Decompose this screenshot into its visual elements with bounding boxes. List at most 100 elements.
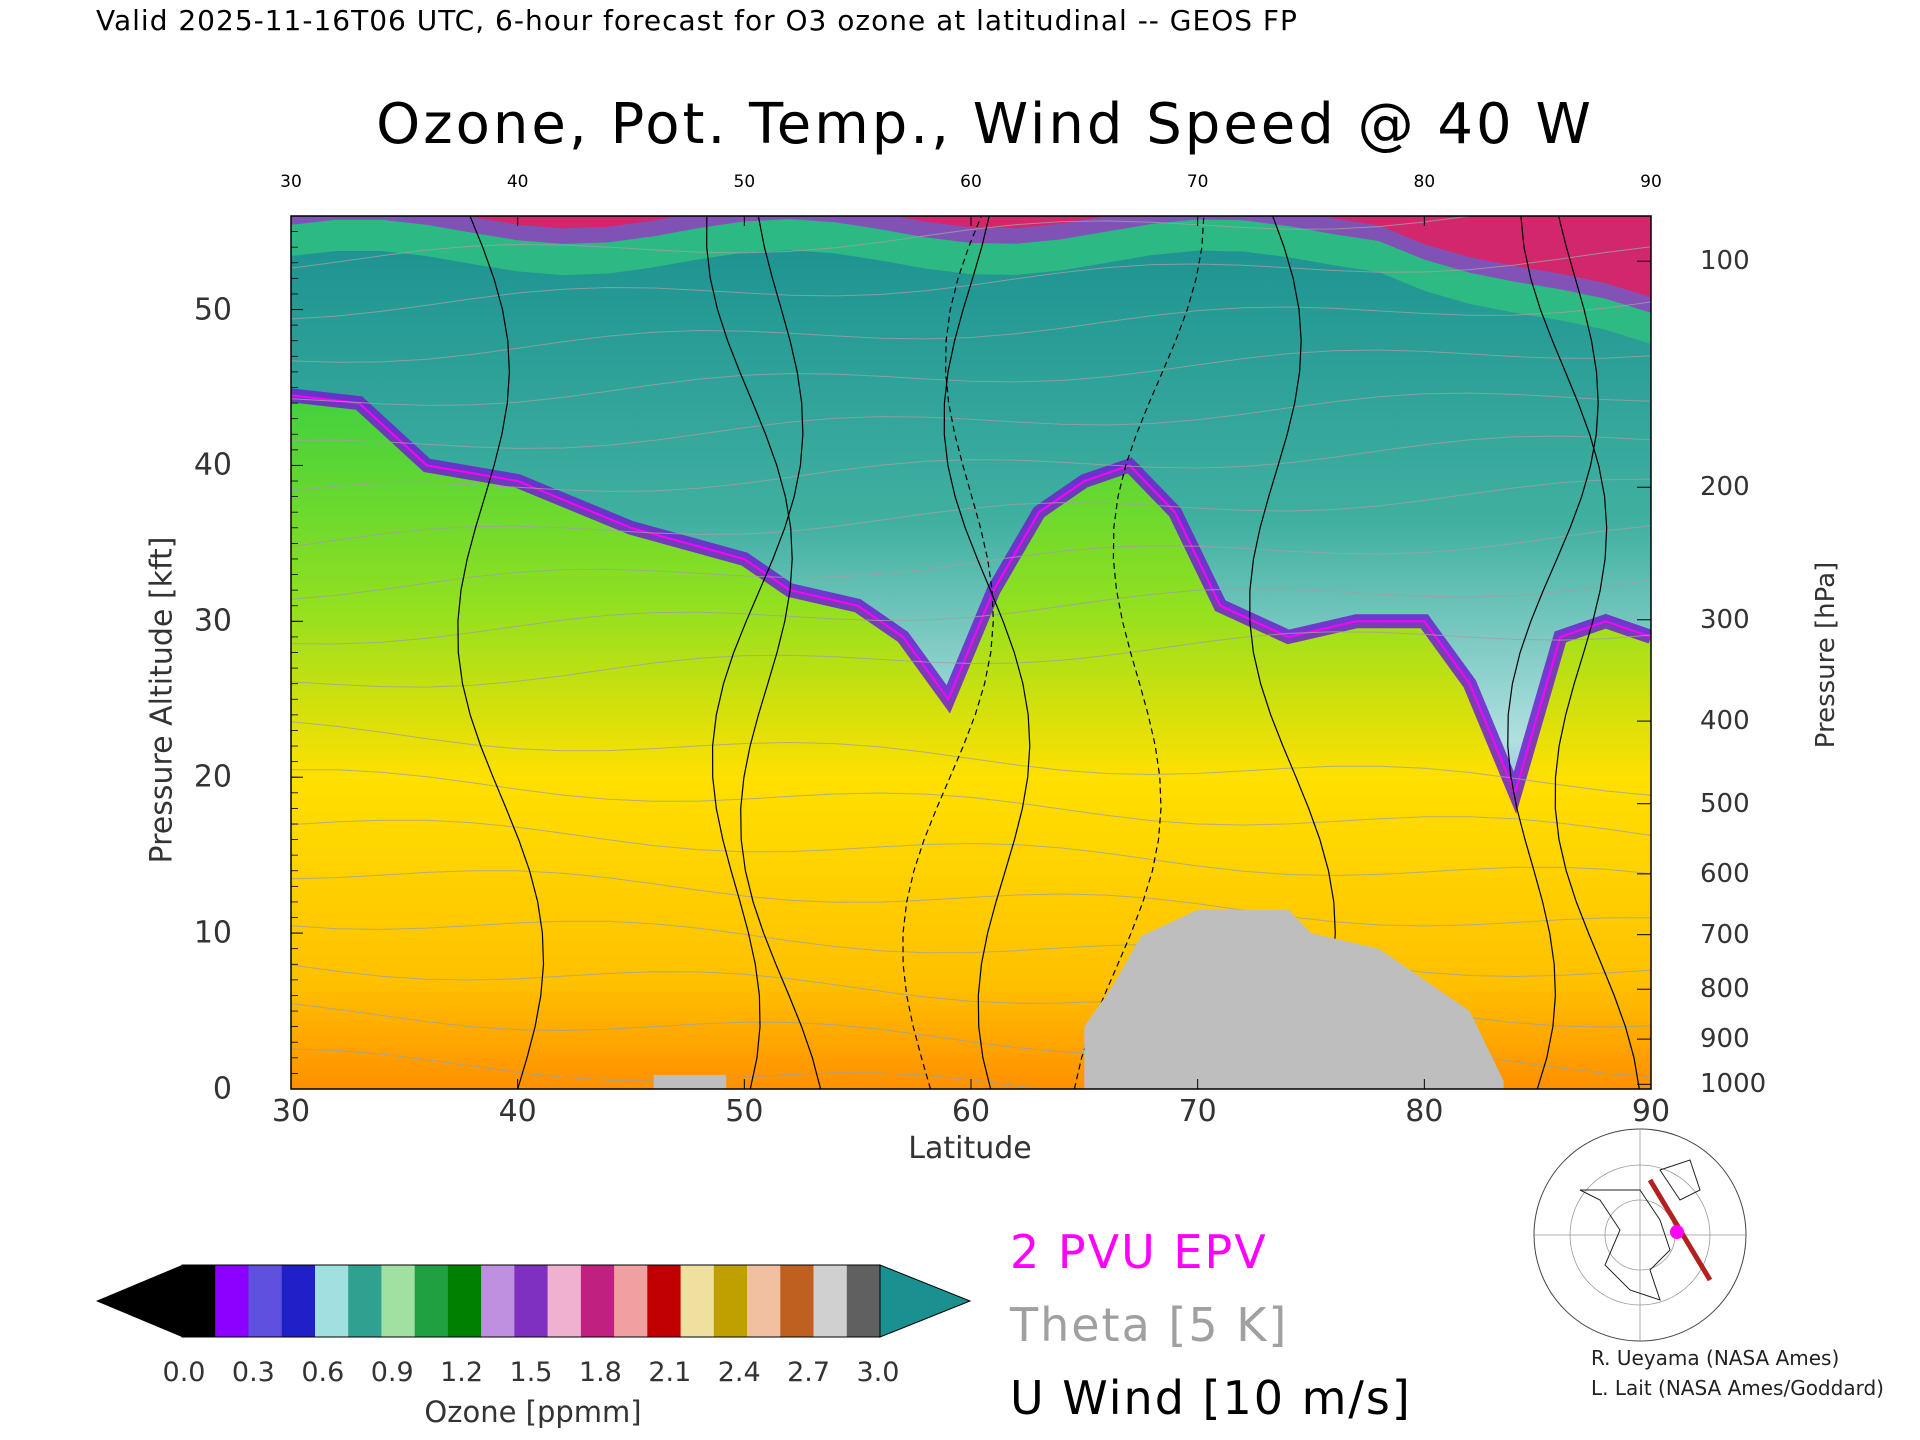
colorbar-swatch bbox=[447, 1265, 482, 1337]
x-tick-label-top: 80 bbox=[1413, 172, 1436, 192]
theta-contour bbox=[291, 349, 1651, 406]
colorbar-swatch bbox=[381, 1265, 416, 1337]
chart-title: Ozone, Pot. Temp., Wind Speed @ 40 W bbox=[376, 92, 1594, 157]
colorbar-swatch bbox=[481, 1265, 515, 1337]
y-tick-label: 30 bbox=[193, 603, 232, 639]
x-tick-label-top: 50 bbox=[733, 172, 756, 192]
colorbar-label: Ozone [ppmm] bbox=[424, 1395, 642, 1429]
right-tick-label: 900 bbox=[1700, 1024, 1750, 1055]
theta-contour bbox=[291, 721, 1651, 796]
ozone-field bbox=[291, 216, 1651, 1089]
x-tick-label: 80 bbox=[1405, 1094, 1444, 1129]
colorbar-swatch bbox=[713, 1265, 748, 1337]
x-tick-label-top: 90 bbox=[1640, 172, 1662, 192]
u-wind-contour bbox=[943, 216, 1031, 1089]
right-tick-label: 700 bbox=[1700, 919, 1750, 950]
colorbar bbox=[96, 1264, 972, 1338]
u-wind-contour bbox=[1507, 216, 1599, 1089]
credit-line-1: R. Ueyama (NASA Ames) bbox=[1591, 1346, 1840, 1370]
colorbar-swatch bbox=[414, 1265, 449, 1337]
top-note: Valid 2025-11-16T06 UTC, 6-hour forecast… bbox=[96, 4, 1298, 37]
x-tick-label-top: 40 bbox=[506, 172, 529, 192]
u-wind-contour bbox=[457, 216, 545, 1089]
theta-contour bbox=[291, 435, 1651, 492]
theta-contour bbox=[291, 392, 1651, 449]
colorbar-tick-label: 2.1 bbox=[648, 1357, 692, 1388]
colorbar-tick-label: 0.0 bbox=[162, 1357, 206, 1388]
colorbar-tick-label: 2.7 bbox=[787, 1357, 831, 1388]
x-tick-label-top: 60 bbox=[960, 172, 982, 192]
u-wind-contour bbox=[1073, 216, 1205, 1089]
colorbar-frame bbox=[181, 1264, 881, 1338]
u-wind-contour bbox=[711, 216, 804, 1089]
colorbar-tick-label: 1.5 bbox=[509, 1357, 553, 1388]
theta-contour bbox=[291, 769, 1651, 836]
colorbar-swatch bbox=[547, 1265, 582, 1337]
x-tick-label-top: 70 bbox=[1186, 172, 1209, 192]
theta-contour bbox=[291, 301, 1651, 363]
y-axis-label-right: Pressure [hPa] bbox=[1811, 561, 1841, 749]
terrain-mask bbox=[1084, 909, 1504, 1089]
legend-uwind: U Wind [10 m/s] bbox=[1010, 1371, 1412, 1425]
colorbar-tick-label: 1.2 bbox=[440, 1357, 484, 1388]
theta-contour bbox=[291, 870, 1651, 927]
x-tick-label: 90 bbox=[1631, 1094, 1671, 1129]
colorbar-swatch bbox=[647, 1265, 681, 1337]
colorbar-swatch bbox=[348, 1265, 382, 1337]
right-tick-label: 400 bbox=[1700, 706, 1750, 737]
right-tick-label: 800 bbox=[1700, 974, 1750, 1005]
x-tick-label: 60 bbox=[951, 1094, 991, 1129]
y-axis-label: Pressure Altitude [kft] bbox=[144, 536, 180, 864]
theta-contour bbox=[291, 631, 1651, 688]
right-tick-label: 600 bbox=[1700, 858, 1750, 889]
theta-contour bbox=[291, 579, 1651, 645]
colorbar-tick-label: 1.8 bbox=[578, 1357, 622, 1388]
colorbar-swatch bbox=[182, 1265, 216, 1337]
right-tick-label: 1000 bbox=[1700, 1069, 1767, 1100]
y-tick-label: 10 bbox=[193, 915, 232, 951]
credit-line-2: L. Lait (NASA Ames/Goddard) bbox=[1591, 1376, 1884, 1400]
colorbar-swatch bbox=[813, 1265, 848, 1337]
colorbar-swatch bbox=[614, 1265, 648, 1337]
u-wind-contour bbox=[902, 216, 994, 1089]
colorbar-tick-label: 2.4 bbox=[717, 1357, 761, 1388]
colorbar-swatch bbox=[780, 1265, 814, 1337]
u-wind-contour bbox=[706, 216, 822, 1089]
x-tick-label: 30 bbox=[271, 1094, 311, 1129]
colorbar-over-arrow bbox=[879, 1264, 972, 1338]
x-tick-label: 70 bbox=[1178, 1094, 1217, 1129]
colorbar-tick-label: 3.0 bbox=[856, 1357, 900, 1388]
colorbar-swatch bbox=[315, 1265, 349, 1337]
theta-contour bbox=[291, 819, 1651, 877]
colorbar-swatch bbox=[680, 1265, 715, 1337]
theta-contour bbox=[291, 525, 1651, 600]
colorbar-swatch bbox=[580, 1265, 615, 1337]
x-tick-label: 50 bbox=[725, 1094, 764, 1129]
colorbar-tick-label: 0.3 bbox=[231, 1357, 275, 1388]
theta-contour bbox=[291, 920, 1651, 978]
right-tick-label: 300 bbox=[1700, 604, 1750, 635]
right-tick-label: 100 bbox=[1700, 246, 1750, 277]
y-tick-label: 40 bbox=[193, 447, 232, 483]
high-ozone-band bbox=[291, 216, 1651, 298]
colorbar-swatch bbox=[514, 1265, 549, 1337]
colorbar-swatch bbox=[747, 1265, 781, 1337]
axis-ticks bbox=[290, 216, 1652, 1090]
legend-theta: Theta [5 K] bbox=[1010, 1298, 1289, 1352]
colorbar-under-arrow bbox=[96, 1265, 182, 1337]
theta-contour bbox=[291, 478, 1651, 548]
x-tick-label-top: 30 bbox=[280, 172, 302, 192]
colorbar-tick-label: 0.6 bbox=[301, 1357, 345, 1388]
y-tick-label: 50 bbox=[193, 292, 232, 328]
troposphere-region bbox=[291, 395, 1651, 1089]
right-tick-label: 500 bbox=[1700, 788, 1750, 819]
y-tick-label: 0 bbox=[212, 1071, 232, 1107]
right-tick-label: 200 bbox=[1700, 472, 1750, 503]
colorbar-swatch bbox=[846, 1265, 881, 1337]
inset-map bbox=[1533, 1128, 1747, 1342]
u-wind-contour bbox=[1520, 216, 1640, 1089]
x-tick-label: 40 bbox=[498, 1094, 537, 1129]
terrain-mask bbox=[653, 1074, 727, 1089]
legend-epv: 2 PVU EPV bbox=[1010, 1225, 1268, 1279]
